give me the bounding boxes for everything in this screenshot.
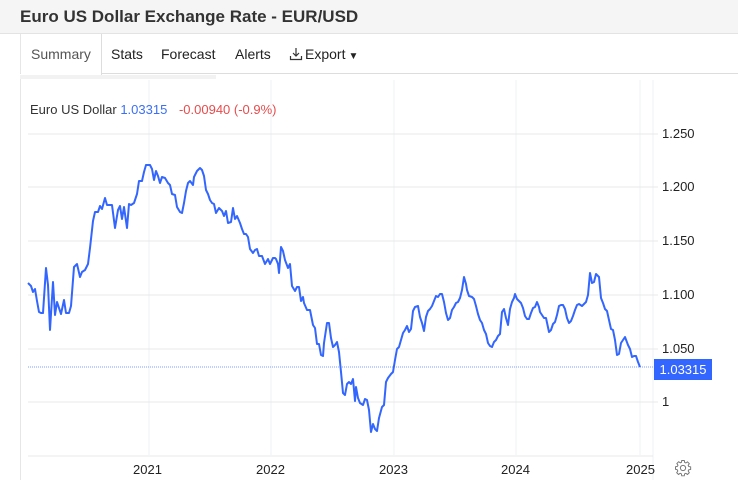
- y-tick: 1: [662, 394, 670, 409]
- last-price-tag: 1.03315: [654, 359, 712, 380]
- chevron-down-icon: ▼: [348, 51, 359, 62]
- x-tick: 2025: [626, 462, 655, 477]
- price-series-line: [27, 164, 641, 433]
- y-tick: 1.150: [662, 233, 695, 248]
- legend-price: 1.03315: [120, 102, 168, 117]
- y-tick: 1.100: [662, 287, 695, 302]
- y-tick: 1.250: [662, 126, 695, 141]
- legend-change: -0.00940 (-0.9%): [178, 102, 277, 117]
- y-tick: 1.050: [662, 341, 695, 356]
- x-tick: 2021: [133, 462, 162, 477]
- download-icon: [289, 48, 303, 61]
- tab-stats[interactable]: Stats: [111, 46, 143, 62]
- tab-forecast[interactable]: Forecast: [161, 46, 216, 62]
- chart-legend: Euro US Dollar 1.03315 -0.00940 (-0.9%): [30, 102, 277, 117]
- tab-export[interactable]: Export ▼: [289, 34, 358, 74]
- x-tick: 2022: [256, 462, 285, 477]
- tab-underline: [20, 75, 216, 79]
- y-tick: 1.200: [662, 179, 695, 194]
- tab-summary[interactable]: Summary: [21, 34, 102, 75]
- legend-series-name: Euro US Dollar: [30, 102, 117, 117]
- tab-alerts[interactable]: Alerts: [235, 46, 271, 62]
- page-title: Euro US Dollar Exchange Rate - EUR/USD: [20, 7, 359, 26]
- chart-area: [20, 75, 738, 480]
- gear-icon[interactable]: [674, 459, 692, 477]
- tab-bar: Summary Stats Forecast Alerts Export ▼: [20, 34, 738, 75]
- x-tick: 2023: [379, 462, 408, 477]
- title-bar: Euro US Dollar Exchange Rate - EUR/USD: [0, 0, 738, 34]
- x-tick: 2024: [501, 462, 530, 477]
